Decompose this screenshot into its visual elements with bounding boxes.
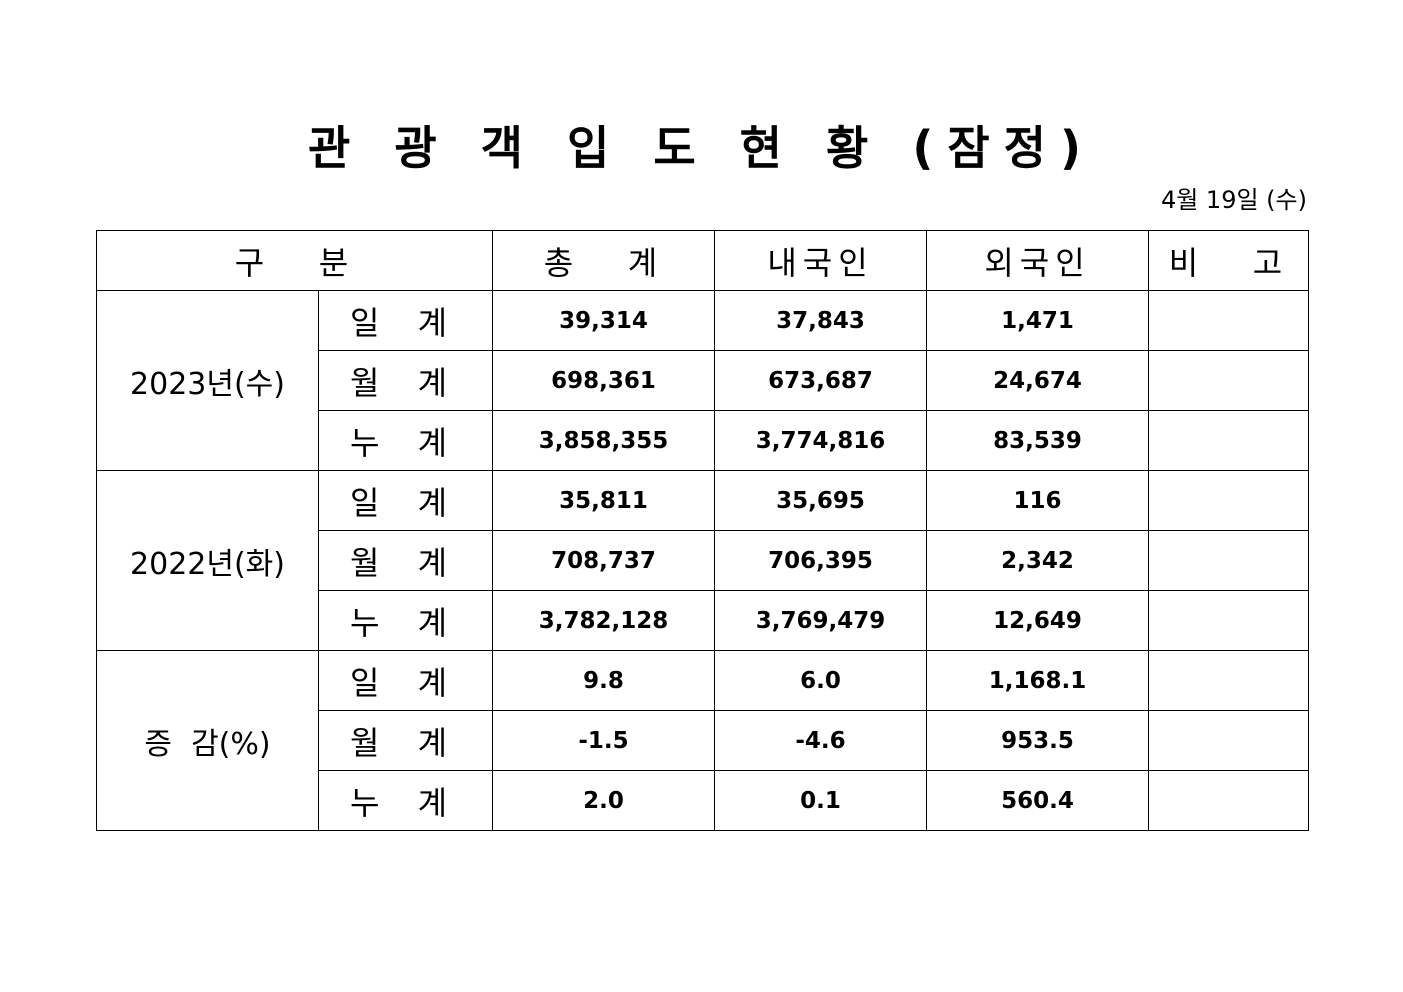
cell-note: [1148, 470, 1309, 531]
row-label: 일 계: [318, 470, 493, 531]
cell-domestic: 3,769,479: [714, 590, 927, 651]
page-title: 관 광 객 입 도 현 황 (잠정): [307, 121, 1096, 175]
row-label: 누 계: [318, 410, 493, 471]
tourist-arrivals-table: 구 분 총 계 내국인 외국인 비 고 2023년(수) 일 계 39,314 37,…: [96, 230, 1309, 831]
cell-foreign: 83,539: [926, 410, 1149, 471]
cell-total: -1.5: [492, 710, 715, 771]
cell-domestic: 0.1: [714, 770, 927, 831]
cell-note: [1148, 290, 1309, 351]
group-label: 2023년(수): [96, 290, 319, 471]
cell-foreign: 953.5: [926, 710, 1149, 771]
cell-foreign: 116: [926, 470, 1149, 531]
table-row: 누 계 3,782,128 3,769,479 12,649: [97, 590, 1309, 651]
cell-foreign: 560.4: [926, 770, 1149, 831]
cell-domestic: 673,687: [714, 350, 927, 411]
header-note: 비 고: [1148, 230, 1309, 291]
cell-foreign: 2,342: [926, 530, 1149, 591]
row-label: 일 계: [318, 290, 493, 351]
cell-total: 2.0: [492, 770, 715, 831]
header-domestic: 내국인: [714, 230, 927, 291]
table-row: 월 계 -1.5 -4.6 953.5: [97, 710, 1309, 771]
cell-note: [1148, 770, 1309, 831]
cell-foreign: 1,168.1: [926, 650, 1149, 711]
cell-total: 3,782,128: [492, 590, 715, 651]
cell-foreign: 1,471: [926, 290, 1149, 351]
header-row: 구 분 총 계 내국인 외국인 비 고: [96, 230, 1309, 291]
cell-note: [1148, 590, 1309, 651]
cell-note: [1148, 650, 1309, 711]
cell-total: 3,858,355: [492, 410, 715, 471]
cell-note: [1148, 530, 1309, 591]
cell-domestic: 6.0: [714, 650, 927, 711]
group-label: 2022년(화): [96, 470, 319, 651]
cell-note: [1148, 350, 1309, 411]
header-total: 총 계: [492, 230, 715, 291]
row-label: 월 계: [318, 350, 493, 411]
row-label: 일 계: [318, 650, 493, 711]
table-row: 누 계 2.0 0.1 560.4: [97, 770, 1309, 831]
group-label: 증 감(%): [96, 650, 319, 831]
cell-domestic: 706,395: [714, 530, 927, 591]
cell-domestic: 3,774,816: [714, 410, 927, 471]
cell-foreign: 24,674: [926, 350, 1149, 411]
cell-domestic: 35,695: [714, 470, 927, 531]
cell-total: 39,314: [492, 290, 715, 351]
row-label: 누 계: [318, 590, 493, 651]
row-label: 월 계: [318, 530, 493, 591]
table-row: 월 계 708,737 706,395 2,342: [97, 530, 1309, 591]
cell-total: 35,811: [492, 470, 715, 531]
cell-note: [1148, 710, 1309, 771]
header-category: 구 분: [96, 230, 493, 291]
table-row: 증 감(%) 일 계 9.8 6.0 1,168.1: [96, 650, 1309, 831]
table-row: 2023년(수) 일 계 39,314 37,843 1,471: [96, 290, 1309, 471]
row-label: 월 계: [318, 710, 493, 771]
table-row: 2022년(화) 일 계 35,811 35,695 116: [96, 470, 1309, 651]
report-date: 4월 19일 (수): [1160, 186, 1307, 214]
cell-total: 9.8: [492, 650, 715, 711]
table-row: 누 계 3,858,355 3,774,816 83,539: [97, 410, 1309, 471]
cell-foreign: 12,649: [926, 590, 1149, 651]
cell-total: 698,361: [492, 350, 715, 411]
cell-domestic: 37,843: [714, 290, 927, 351]
row-label: 누 계: [318, 770, 493, 831]
header-foreign: 외국인: [926, 230, 1149, 291]
cell-domestic: -4.6: [714, 710, 927, 771]
cell-note: [1148, 410, 1309, 471]
cell-total: 708,737: [492, 530, 715, 591]
